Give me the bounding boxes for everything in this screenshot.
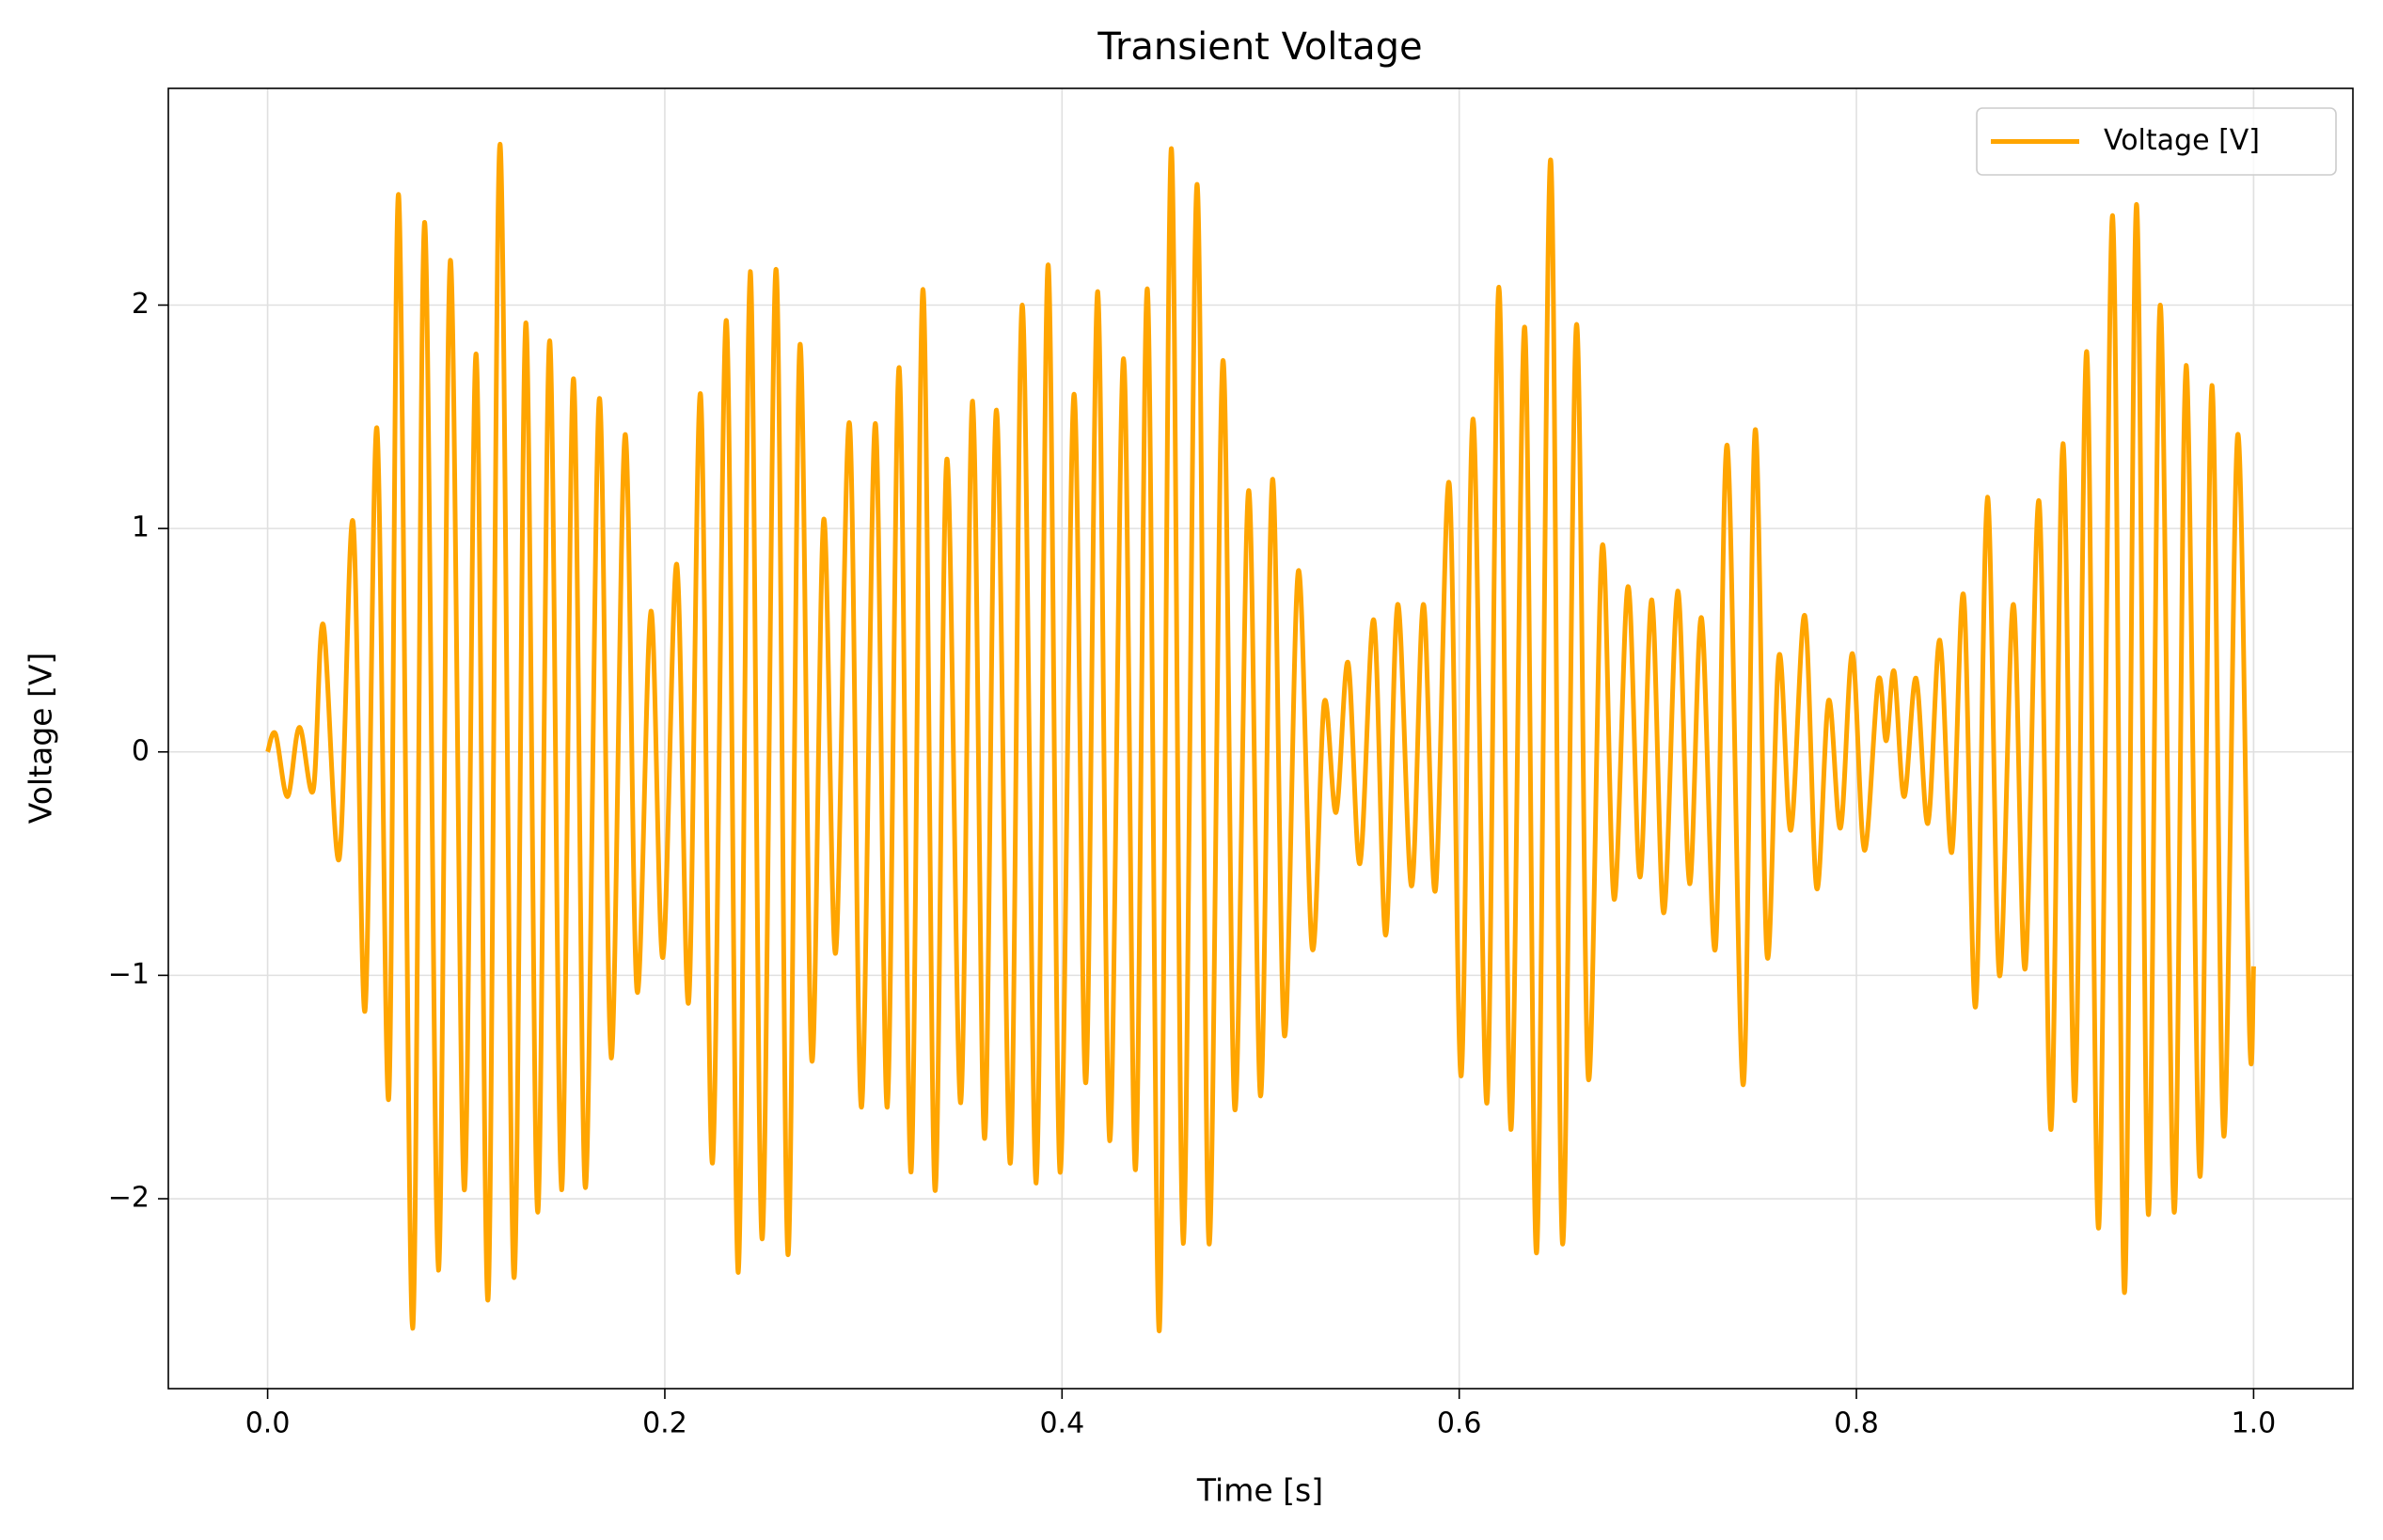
y-tick-label: 0 [132,734,150,767]
y-tick-label: −2 [108,1182,150,1215]
y-tick-label: 1 [132,511,150,544]
x-tick-label: 0.8 [1834,1407,1879,1440]
x-axis-label: Time [s] [1196,1472,1323,1509]
legend-label: Voltage [V] [2104,124,2260,157]
data-line [265,141,2256,1333]
y-tick-label: −1 [108,958,150,991]
y-axis-label: Voltage [V] [23,652,59,825]
x-tick-label: 0.0 [245,1407,291,1440]
plot-frame [167,87,2354,1390]
legend-box [1976,107,2337,176]
x-tick-label: 1.0 [2232,1407,2277,1440]
x-tick-label: 0.6 [1437,1407,1482,1440]
chart-title: Transient Voltage [1097,25,1422,69]
x-tick-label: 0.4 [1039,1407,1084,1440]
x-tick-label: 0.2 [642,1407,687,1440]
y-tick-label: 2 [132,288,150,321]
